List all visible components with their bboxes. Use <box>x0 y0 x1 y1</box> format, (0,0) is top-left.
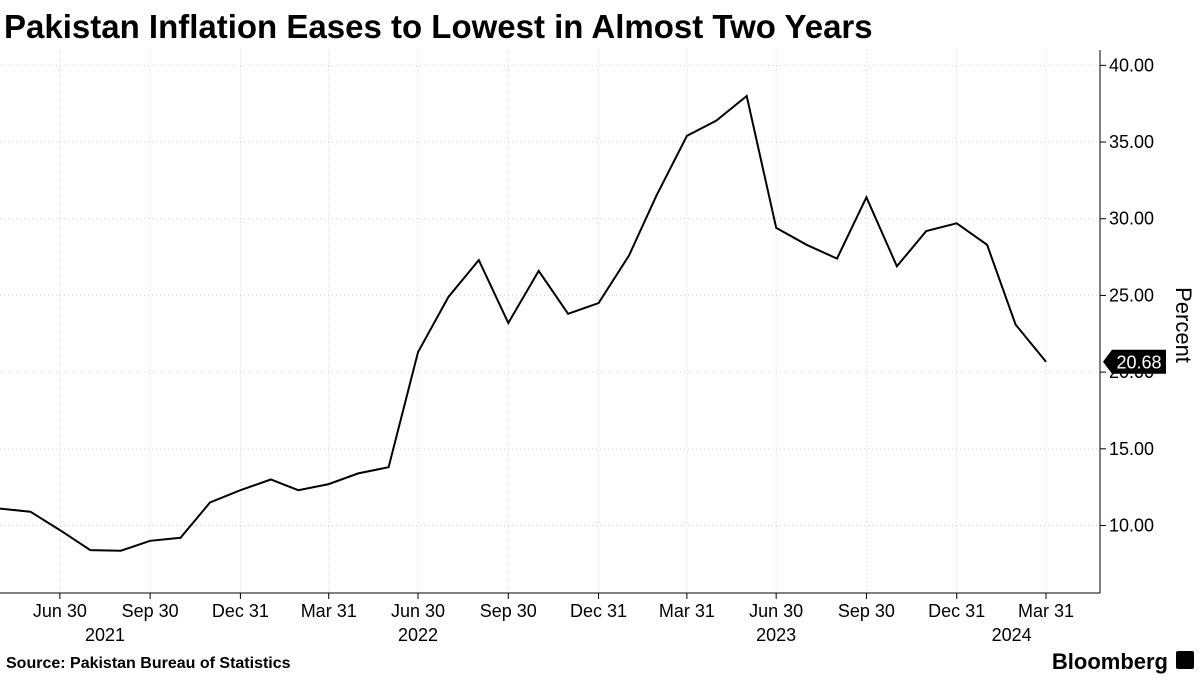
x-tick-label: Sep 30 <box>838 601 895 621</box>
x-tick-label: Jun 30 <box>749 601 803 621</box>
x-tick-label: Mar 31 <box>1018 601 1074 621</box>
x-year-label: 2023 <box>756 625 796 645</box>
last-value-box <box>1103 349 1166 374</box>
x-tick-label: Dec 31 <box>928 601 985 621</box>
y-tick-label: 15.00 <box>1109 439 1154 459</box>
x-year-label: 2021 <box>85 625 125 645</box>
x-tick-label: Jun 30 <box>33 601 87 621</box>
x-year-label: 2024 <box>992 625 1032 645</box>
x-tick-label: Dec 31 <box>570 601 627 621</box>
source: Source: Pakistan Bureau of Statistics <box>6 655 291 672</box>
y-tick-label: 10.00 <box>1109 516 1154 536</box>
y-tick-label: 25.00 <box>1109 285 1154 305</box>
data-line <box>0 94 1047 552</box>
y-tick-label: 40.00 <box>1109 55 1154 75</box>
brand-icon <box>1176 651 1194 669</box>
y-axis-label: Percent <box>1171 287 1196 363</box>
chart-title: Pakistan Inflation Eases to Lowest in Al… <box>4 8 873 45</box>
brand: Bloomberg <box>1052 649 1168 674</box>
x-tick-label: Mar 31 <box>659 601 715 621</box>
x-year-label: 2022 <box>398 625 438 645</box>
y-tick-label: 35.00 <box>1109 132 1154 152</box>
x-tick-label: Mar 31 <box>301 601 357 621</box>
x-tick-label: Jun 30 <box>391 601 445 621</box>
x-tick-label: Sep 30 <box>122 601 179 621</box>
y-tick-label: 30.00 <box>1109 209 1154 229</box>
x-tick-label: Sep 30 <box>480 601 537 621</box>
last-value-label: 20.68 <box>1116 353 1161 373</box>
x-tick-label: Dec 31 <box>212 601 269 621</box>
